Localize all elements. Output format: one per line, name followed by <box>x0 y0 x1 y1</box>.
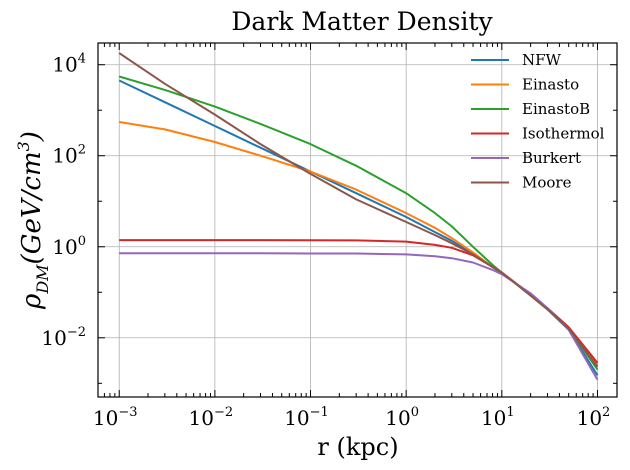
plot-frame <box>97 42 618 398</box>
legend-label-isothermol: Isothermol <box>522 125 605 143</box>
chart-title: Dark Matter Density <box>231 7 493 36</box>
legend-label-moore: Moore <box>522 174 572 192</box>
x-axis-label: r (kpc) <box>317 433 398 461</box>
legend-label-einastob: EinastoB <box>522 100 590 118</box>
x-tick-label: 10−3 <box>93 405 138 430</box>
y-tick-label: 102 <box>52 143 86 168</box>
y-tick-label: 10−2 <box>41 325 86 350</box>
y-axis-label: ρDM(GeV/cm3) <box>14 131 52 310</box>
x-tick-label: 100 <box>385 405 419 430</box>
legend: NFW Einasto EinastoB Isothermol Burkert Moore <box>471 51 605 192</box>
series-lines <box>118 52 599 381</box>
legend-label-einasto: Einasto <box>522 76 579 94</box>
x-tick-label: 10−2 <box>189 405 234 430</box>
x-tick-label: 102 <box>577 405 611 430</box>
series-line-burkert <box>119 252 599 381</box>
axis-ticks: 10−3 10−2 10−1 100 101 102 10−2 100 102 104 <box>41 43 617 430</box>
y-tick-label: 104 <box>52 52 86 77</box>
y-tick-label: 100 <box>52 234 86 259</box>
x-tick-label: 101 <box>481 405 515 430</box>
series-line-moore <box>118 52 599 368</box>
legend-label-nfw: NFW <box>522 51 562 69</box>
grid-lines <box>98 43 617 397</box>
y-axis-label-text: ρDM(GeV/cm3) <box>14 131 52 310</box>
legend-label-burkert: Burkert <box>522 149 581 167</box>
x-tick-label: 10−1 <box>284 405 329 430</box>
